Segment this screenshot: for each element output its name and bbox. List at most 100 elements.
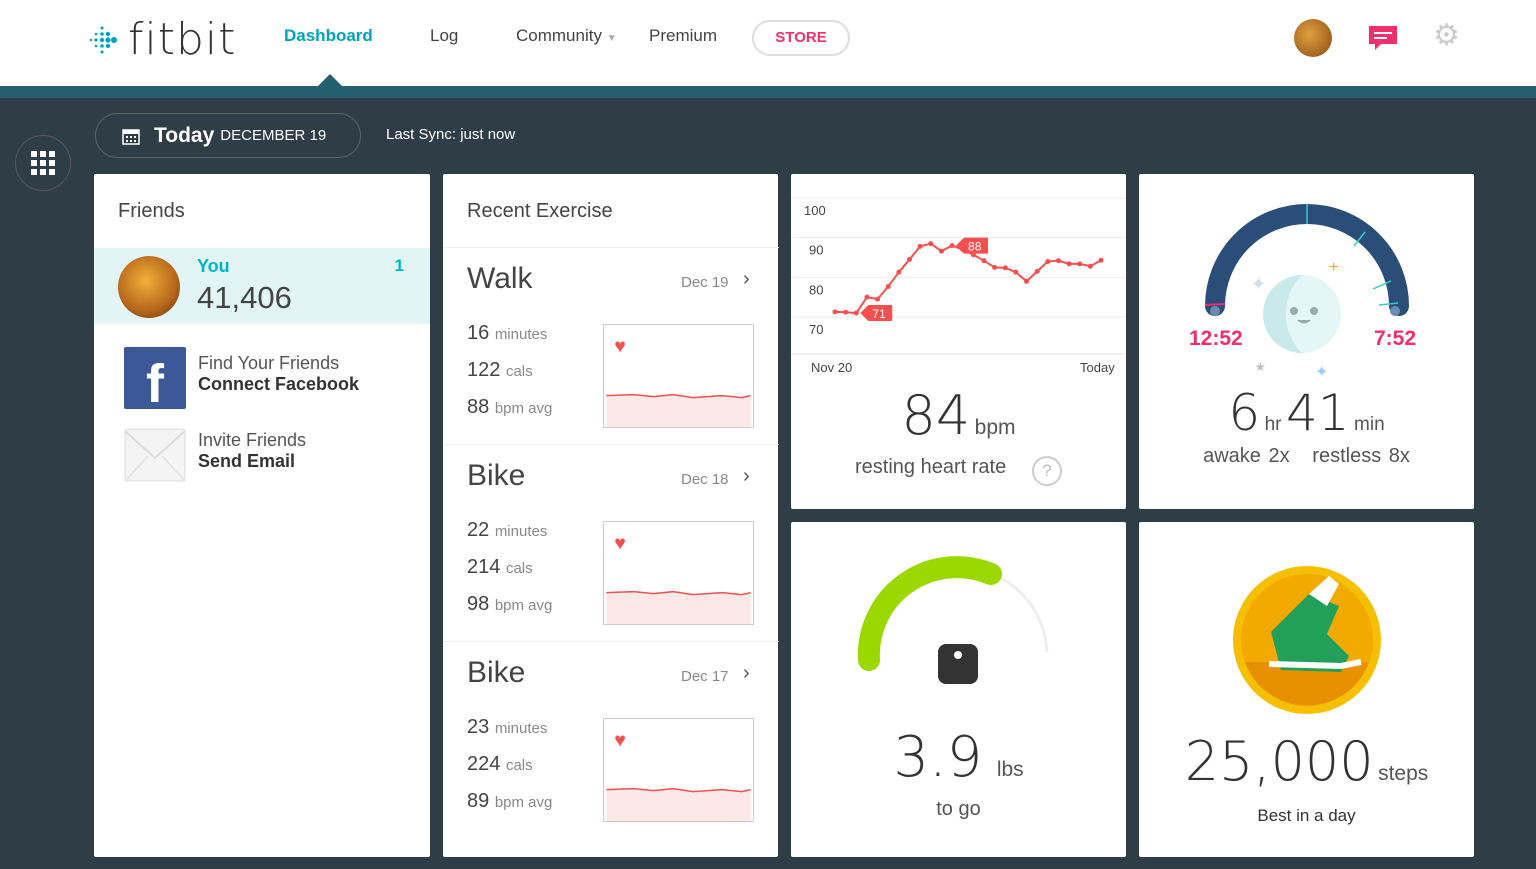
gear-icon[interactable]: ⚙: [1433, 19, 1460, 52]
fitbit-logo[interactable]: fitbit: [88, 14, 236, 65]
friends-title: Friends: [118, 200, 185, 222]
exercise-bpm: 89 bpm avg: [467, 790, 552, 813]
cals-value: 214: [467, 556, 501, 578]
envelope-icon: [124, 428, 186, 482]
user-avatar[interactable]: [1294, 19, 1332, 57]
heart-icon: ♥: [614, 532, 626, 554]
apps-grid-button[interactable]: [15, 135, 71, 191]
chevron-right-icon[interactable]: ›: [743, 465, 750, 487]
minutes-value: 23: [467, 716, 490, 738]
exercise-title: Recent Exercise: [467, 200, 613, 222]
bpm-value: 98: [467, 593, 490, 615]
heart-rate-point: [885, 283, 891, 289]
max-value-label: 88: [968, 240, 982, 254]
exercise-calories: 122 cals: [467, 359, 533, 382]
weight-caption: to go: [936, 798, 981, 820]
sleep-details: awake 2x restless 8x: [1139, 445, 1474, 468]
badge-unit: steps: [1378, 762, 1429, 785]
minutes-unit: minutes: [494, 326, 548, 343]
y-tick-label: 90: [809, 243, 823, 258]
heart-rate-value: 84: [901, 384, 971, 447]
exercise-date: Dec 19: [681, 274, 729, 291]
chevron-right-icon[interactable]: ›: [743, 662, 750, 684]
heart-rate-point: [1055, 258, 1061, 264]
sleep-start-time: 12:52: [1189, 327, 1243, 350]
bpm-unit: bpm avg: [494, 400, 553, 417]
badge-value: 25,000: [1184, 730, 1374, 793]
sleep-awake: awake 2x: [1203, 445, 1290, 467]
friends-card: Friends You 1 41,406 f Find Your Friends…: [94, 174, 430, 857]
store-button[interactable]: STORE: [752, 20, 850, 56]
exercise-bpm: 98 bpm avg: [467, 593, 552, 616]
active-nav-caret: [318, 74, 342, 86]
send-email-link[interactable]: Invite Friends Send Email: [124, 424, 306, 486]
heart-rate-point: [906, 256, 912, 262]
exercise-date: Dec 18: [681, 471, 729, 488]
exercise-heart-chart[interactable]: ♥: [603, 521, 754, 625]
exercise-item[interactable]: Walk Dec 19 › 16 minutes 122 cals 88 bpm…: [443, 247, 779, 444]
chevron-right-icon[interactable]: ›: [743, 268, 750, 290]
y-tick-label: 80: [809, 282, 823, 297]
heart-rate-value-row: 84 bpm: [791, 384, 1126, 447]
exercise-item[interactable]: Bike Dec 18 › 22 minutes 214 cals 98 bpm…: [443, 444, 779, 641]
nav-dashboard[interactable]: Dashboard: [284, 26, 373, 45]
friend-row-you[interactable]: You 1 41,406: [94, 248, 430, 324]
bpm-value: 88: [467, 396, 490, 418]
weight-unit: lbs: [996, 758, 1024, 781]
header-strip: [0, 86, 1536, 98]
exercise-calories: 214 cals: [467, 556, 533, 579]
nav-log[interactable]: Log: [430, 26, 459, 45]
min-value-label: 71: [872, 307, 886, 321]
nav-premium[interactable]: Premium: [649, 26, 718, 45]
message-icon[interactable]: [1367, 24, 1399, 52]
sleep-hours-unit: hr: [1264, 414, 1282, 435]
heart-icon: ♥: [614, 335, 626, 357]
recent-exercise-card: Recent Exercise Walk Dec 19 › 16 minutes…: [443, 174, 779, 857]
x-start-label: Nov 20: [811, 360, 852, 375]
heart-rate-point: [1098, 257, 1104, 263]
weight-card[interactable]: 3.9 lbs to go: [791, 522, 1126, 857]
heart-rate-point: [843, 309, 849, 315]
sleep-duration: 6 hr 41 min: [1139, 384, 1474, 442]
sleep-hours: 6: [1228, 384, 1261, 442]
today-label: Today: [154, 123, 215, 147]
heart-rate-point: [1013, 269, 1019, 275]
heart-rate-point: [992, 264, 998, 270]
sleep-card[interactable]: + ✦ ✦ ★ 12:52 7:52 6 hr 41 min awake 2x …: [1139, 174, 1474, 509]
value-tag: [956, 237, 989, 254]
calendar-icon: [122, 128, 140, 145]
exercise-name: Bike: [467, 656, 526, 689]
weight-value: 3.9: [893, 725, 983, 790]
scale-icon: [938, 644, 978, 684]
sneaker-badge-icon: [1233, 566, 1381, 714]
heart-rate-point: [832, 309, 838, 315]
exercise-heart-chart[interactable]: ♥: [603, 324, 754, 428]
avatar: [118, 256, 180, 318]
badge-card[interactable]: 25,000 steps Best in a day: [1139, 522, 1474, 857]
exercise-date: Dec 17: [681, 668, 729, 685]
y-tick-label: 100: [804, 203, 826, 218]
heart-rate-point: [864, 294, 870, 300]
exercise-heart-chart[interactable]: ♥: [603, 718, 754, 822]
help-icon[interactable]: ?: [1032, 456, 1062, 486]
heart-rate-caption: resting heart rate: [855, 456, 1007, 478]
nav-community[interactable]: Community ▼: [516, 26, 617, 46]
heart-rate-card[interactable]: 100 90 80 70 71 88 Nov 20 Today 84 bpm resting …: [791, 174, 1126, 509]
minutes-value: 16: [467, 322, 490, 344]
top-header: fitbit Dashboard Log Community ▼ Premium…: [0, 0, 1536, 86]
badge-value-row: 25,000 steps: [1139, 730, 1474, 793]
heart-rate-point: [917, 243, 923, 249]
date-picker[interactable]: Today DECEMBER 19: [95, 113, 361, 158]
heart-rate-point: [853, 310, 859, 316]
bpm-value: 89: [467, 790, 490, 812]
connect-facebook-link[interactable]: f Find Your Friends Connect Facebook: [124, 347, 359, 414]
sleep-minutes-unit: min: [1354, 414, 1385, 435]
exercise-name: Bike: [467, 459, 526, 492]
heart-icon: ♥: [614, 729, 626, 751]
cals-value: 122: [467, 359, 501, 381]
exercise-name: Walk: [467, 262, 533, 295]
heart-rate-point: [1087, 263, 1093, 269]
current-date: DECEMBER 19: [220, 127, 327, 144]
sleep-minutes: 41: [1285, 384, 1350, 442]
exercise-item[interactable]: Bike Dec 17 › 23 minutes 224 cals 89 bpm…: [443, 641, 779, 838]
